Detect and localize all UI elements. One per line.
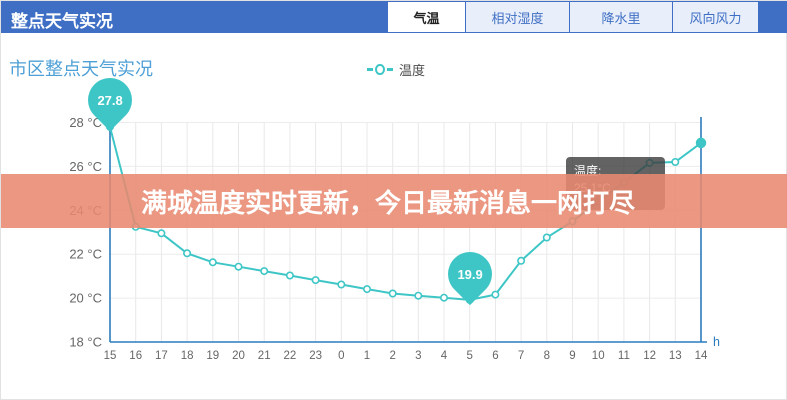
svg-text:20: 20 <box>232 350 245 362</box>
svg-text:5: 5 <box>466 350 472 362</box>
svg-text:12: 12 <box>643 350 656 362</box>
svg-text:18 °C: 18 °C <box>69 335 102 350</box>
svg-text:h: h <box>713 335 720 349</box>
svg-text:17: 17 <box>155 350 168 362</box>
svg-text:20 °C: 20 °C <box>69 291 102 306</box>
svg-text:13: 13 <box>669 350 682 362</box>
svg-text:3: 3 <box>415 350 421 362</box>
svg-text:1: 1 <box>364 350 370 362</box>
svg-text:22 °C: 22 °C <box>69 247 102 262</box>
svg-text:4: 4 <box>441 350 448 362</box>
svg-text:18: 18 <box>181 350 194 362</box>
svg-text:21: 21 <box>258 350 271 362</box>
svg-text:2: 2 <box>389 350 395 362</box>
svg-text:16: 16 <box>129 350 142 362</box>
svg-text:11: 11 <box>618 350 630 362</box>
svg-text:0: 0 <box>338 350 344 362</box>
svg-text:19: 19 <box>206 350 219 362</box>
svg-text:7: 7 <box>518 350 524 362</box>
svg-text:14: 14 <box>695 350 708 362</box>
svg-text:15: 15 <box>104 350 117 362</box>
svg-text:23: 23 <box>309 350 322 362</box>
svg-text:9: 9 <box>569 350 575 362</box>
svg-text:10: 10 <box>592 350 605 362</box>
svg-text:8: 8 <box>544 350 550 362</box>
svg-text:6: 6 <box>492 350 498 362</box>
svg-text:26 °C: 26 °C <box>69 159 102 174</box>
svg-text:22: 22 <box>284 350 297 362</box>
